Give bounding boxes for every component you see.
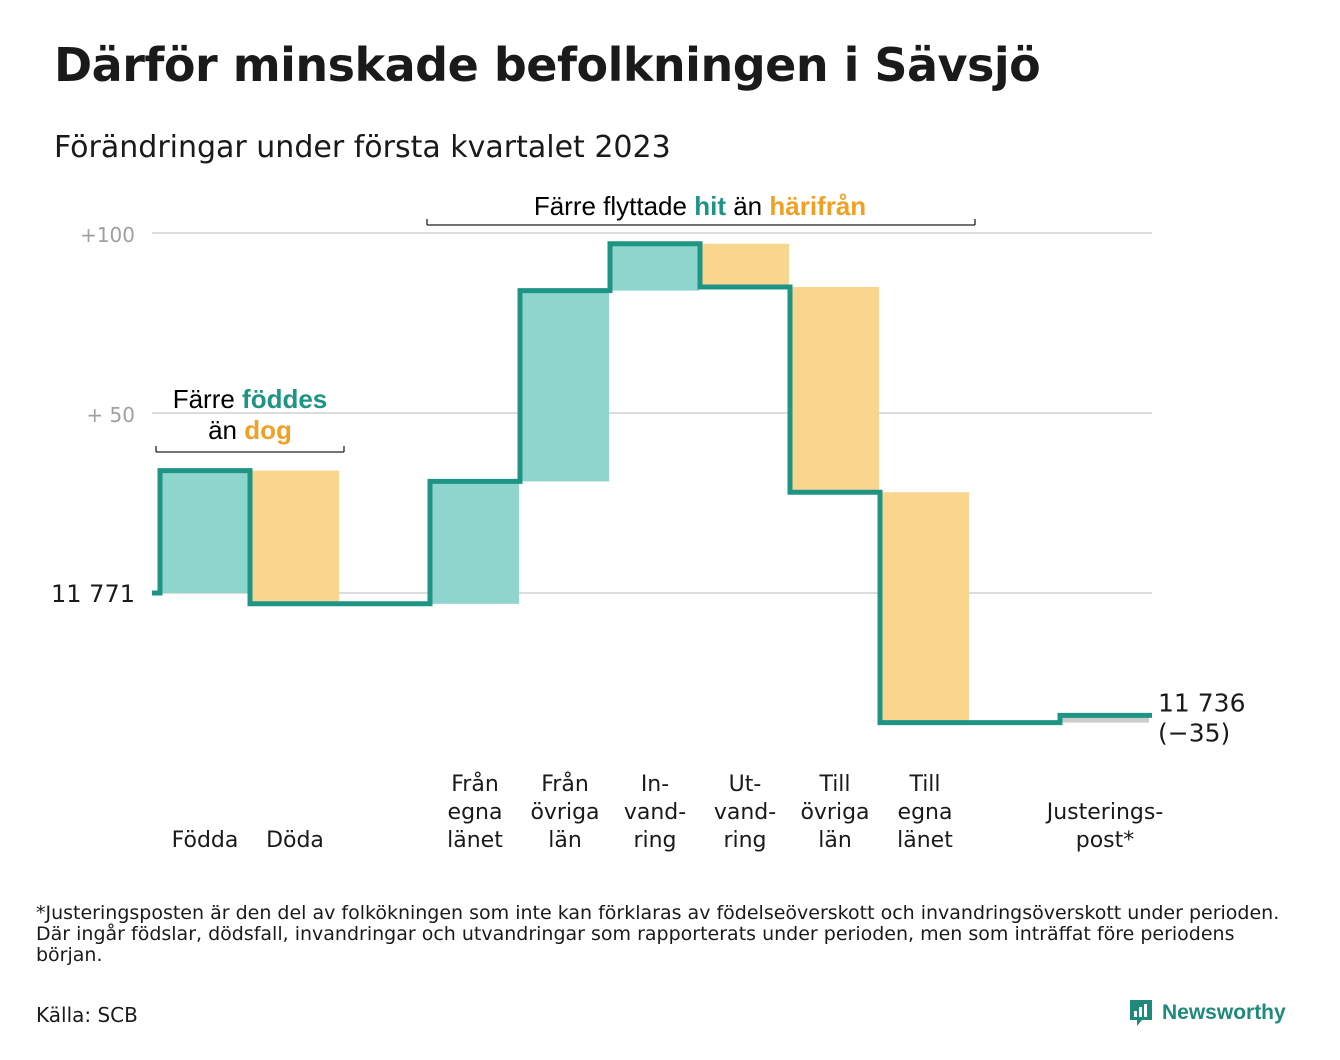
brand-name: Newsworthy [1162, 1001, 1286, 1024]
category-label-till_ovriga: län [818, 828, 852, 853]
category-label-fran_ovriga: Från [541, 771, 589, 797]
moves-annotation-pre: Färre flyttade [534, 191, 694, 221]
brand: Newsworthy [1128, 998, 1286, 1028]
bar-till_ovriga [791, 287, 879, 493]
category-label-justering: Justerings- [1045, 800, 1164, 825]
moves-annotation-hit: hit [694, 191, 726, 221]
footnote: *Justeringsposten är den del av folkökni… [36, 902, 1280, 966]
births-annotation-pre: Färre [173, 384, 242, 414]
bar-doda [251, 470, 339, 604]
bar-fran_egna [431, 481, 519, 604]
category-label-justering: post* [1076, 828, 1135, 853]
cumulative-step-line [152, 241, 1152, 726]
category-label-till_egna: egna [898, 800, 953, 825]
end-change-label: (−35) [1158, 718, 1230, 747]
newsworthy-logo-icon [1130, 1000, 1152, 1026]
bar-fodda [161, 470, 249, 593]
bar-justering [1061, 715, 1149, 723]
bar-till_egna [881, 492, 969, 723]
moves-annotation: Färre flyttade hit än härifrån [426, 191, 976, 226]
y-tick-label: + 50 [86, 403, 135, 427]
category-label-fran_ovriga: övriga [530, 800, 599, 825]
category-label-utvandring: Ut- [729, 772, 762, 797]
category-label-utvandring: ring [723, 828, 766, 853]
end-value-label: 11 736 [1158, 688, 1245, 717]
start-value-label: 11 771 [51, 580, 135, 608]
svg-text:än dog: än dog [208, 415, 292, 445]
category-label-fran_egna: länet [447, 828, 503, 853]
chart-title: Därför minskade befolkningen i Sävsjö [54, 38, 1041, 92]
category-label-invandring: In- [641, 772, 669, 797]
svg-text:Färre föddes: Färre föddes [173, 384, 328, 414]
moves-annotation-mid: än [726, 191, 769, 221]
bar-invandring [611, 243, 699, 291]
deaths-annotation-highlight: dog [244, 415, 292, 445]
category-label-fran_ovriga: län [548, 828, 582, 853]
bars [161, 243, 1149, 723]
chart-subtitle: Förändringar under första kvartalet 2023 [54, 130, 671, 165]
svg-text:Färre flyttade hit än härifrån: Färre flyttade hit än härifrån [534, 191, 866, 221]
births-annotation: Färre föddes än dog [155, 384, 345, 453]
category-label-invandring: vand- [624, 800, 686, 825]
deaths-annotation-pre: än [208, 415, 244, 445]
category-label-doda: Döda [266, 828, 324, 853]
category-label-fodda: Födda [172, 828, 239, 853]
births-bracket [155, 446, 345, 453]
category-label-till_egna: länet [897, 828, 953, 853]
waterfall-chart: +100 + 50 11 771 Födda Döda Från egna länet Från… [51, 191, 1245, 853]
category-label-till_egna: Till [908, 772, 940, 797]
category-label-till_ovriga: Till [818, 772, 850, 797]
births-annotation-highlight: föddes [242, 384, 327, 414]
category-label-utvandring: vand- [714, 800, 776, 825]
source-label: Källa: SCB [36, 1003, 138, 1027]
step-line [152, 241, 1152, 726]
labels: +100 + 50 11 771 Födda Döda Från egna länet Från… [51, 223, 1245, 853]
category-label-till_ovriga: övriga [800, 800, 869, 825]
y-tick-label: +100 [80, 223, 135, 247]
bar-utvandring [701, 243, 789, 287]
category-label-fran_egna: Från [451, 771, 499, 797]
category-label-invandring: ring [633, 828, 676, 853]
moves-bracket [426, 219, 976, 226]
moves-annotation-harifran: härifrån [769, 191, 866, 221]
category-label-fran_egna: egna [448, 800, 503, 825]
bar-fran_ovriga [521, 290, 609, 482]
